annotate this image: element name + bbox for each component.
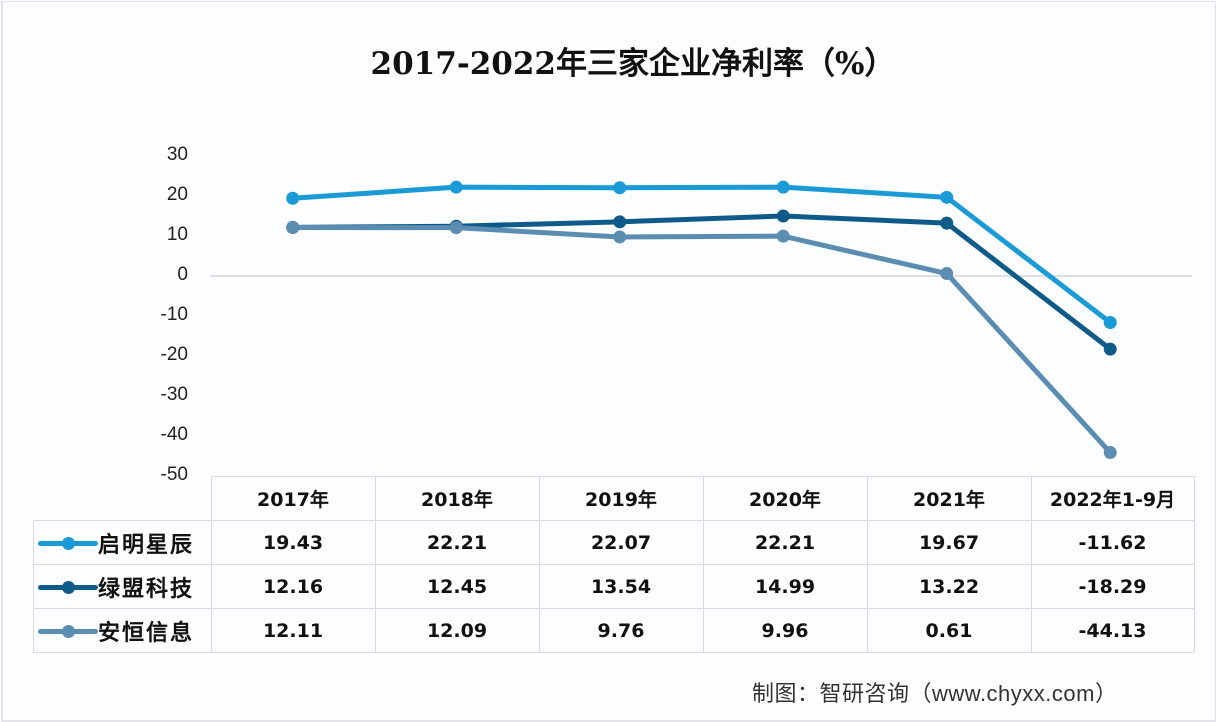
y-tick-label: -10: [160, 304, 188, 325]
legend-item: 安恒信息: [33, 608, 212, 653]
legend-item: 启明星辰: [33, 520, 212, 565]
data-point-marker: [940, 190, 954, 204]
table-column-header: 2017年: [210, 476, 376, 521]
table-cell: 12.45: [374, 564, 540, 609]
table-cell: 13.22: [866, 564, 1032, 609]
table-corner: [34, 477, 212, 521]
legend-item: 绿盟科技: [33, 564, 212, 609]
data-point-marker: [449, 180, 463, 194]
y-tick-label: 0: [177, 264, 188, 285]
table-cell: -18.29: [1030, 564, 1195, 609]
data-point-marker: [613, 215, 627, 229]
table-row: 启明星辰 19.43 22.21 22.07 22.21 19.67 -11.62: [33, 520, 1195, 565]
data-point-marker: [940, 216, 954, 230]
data-point-marker: [286, 191, 300, 205]
table-cell: 12.11: [210, 608, 376, 653]
data-point-marker: [940, 267, 954, 281]
data-point-marker: [776, 229, 790, 243]
series-line: [286, 221, 1117, 460]
table-cell: 9.76: [538, 608, 704, 653]
data-point-marker: [1103, 446, 1117, 460]
table-cell: 22.21: [374, 520, 540, 565]
data-point-marker: [613, 230, 627, 244]
data-point-marker: [286, 221, 300, 235]
table-column-header: 2022年1-9月: [1030, 476, 1195, 521]
chart-title: 2017-2022年三家企业净利率（%）: [370, 46, 896, 82]
table-column-header: 2019年: [538, 476, 704, 521]
series-line: [286, 180, 1117, 329]
table-cell: 12.09: [374, 608, 540, 653]
table-cell: 12.16: [210, 564, 376, 609]
y-tick-label: -20: [160, 344, 188, 365]
data-point-marker: [776, 209, 790, 223]
table-cell: 22.07: [538, 520, 704, 565]
y-tick-label: -30: [160, 384, 188, 405]
table-cell: 22.21: [702, 520, 868, 565]
legend-line-marker-icon: [38, 536, 98, 550]
legend-line-marker-icon: [38, 624, 98, 638]
table-cell: 19.67: [866, 520, 1032, 565]
table-header-row: 2017年 2018年 2019年 2020年 2021年 2022年1-9月: [34, 476, 1195, 521]
y-tick-label: -40: [160, 424, 188, 445]
legend-line-marker-icon: [38, 580, 98, 594]
data-point-marker: [776, 180, 790, 194]
table-cell: 14.99: [702, 564, 868, 609]
table-cell: -11.62: [1030, 520, 1195, 565]
legend-label: 启明星辰: [98, 532, 195, 558]
table-cell: 0.61: [866, 608, 1032, 653]
table-row: 安恒信息 12.11 12.09 9.76 9.96 0.61 -44.13: [33, 608, 1195, 653]
table-column-header: 2021年: [866, 476, 1032, 521]
y-tick-label: 20: [166, 184, 188, 205]
table-column-header: 2020年: [702, 476, 868, 521]
source-credit: 制图：智研咨询（www.chyxx.com）: [752, 681, 1118, 706]
table-cell: 19.43: [210, 520, 376, 565]
table-cell: 13.54: [538, 564, 704, 609]
legend-label: 安恒信息: [98, 620, 195, 646]
data-table: 2017年 2018年 2019年 2020年 2021年 2022年1-9月 启明星辰 1…: [33, 476, 1195, 653]
data-point-marker: [613, 181, 627, 195]
data-point-marker: [1103, 315, 1117, 329]
y-tick-label: 30: [166, 144, 188, 165]
y-tick-label: -50: [160, 464, 188, 485]
table-row: 绿盟科技 12.16 12.45 13.54 14.99 13.22 -18.29: [33, 564, 1195, 609]
legend-label: 绿盟科技: [98, 576, 195, 602]
table-cell: 9.96: [702, 608, 868, 653]
table-cell: -44.13: [1030, 608, 1195, 653]
y-tick-label: 10: [166, 224, 188, 245]
data-point-marker: [1103, 342, 1117, 356]
table-column-header: 2018年: [374, 476, 540, 521]
data-point-marker: [449, 221, 463, 235]
